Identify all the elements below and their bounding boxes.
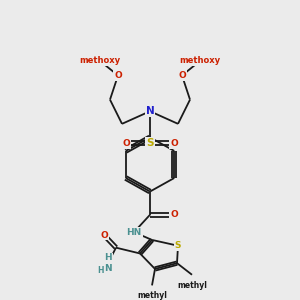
Text: O: O xyxy=(100,231,108,240)
Text: methoxy: methoxy xyxy=(80,56,121,65)
Text: HN: HN xyxy=(126,228,142,237)
Text: O: O xyxy=(170,139,178,148)
Text: methoxy: methoxy xyxy=(179,56,220,65)
Text: O: O xyxy=(170,210,178,219)
Text: O: O xyxy=(114,71,122,80)
Text: H
N: H N xyxy=(104,254,112,273)
Text: S: S xyxy=(146,138,154,148)
Text: methyl: methyl xyxy=(137,291,167,300)
Text: O: O xyxy=(178,71,186,80)
Text: O: O xyxy=(122,139,130,148)
Text: H: H xyxy=(97,266,103,275)
Text: N: N xyxy=(146,106,154,116)
Text: methyl: methyl xyxy=(177,280,207,290)
Text: S: S xyxy=(175,241,181,250)
